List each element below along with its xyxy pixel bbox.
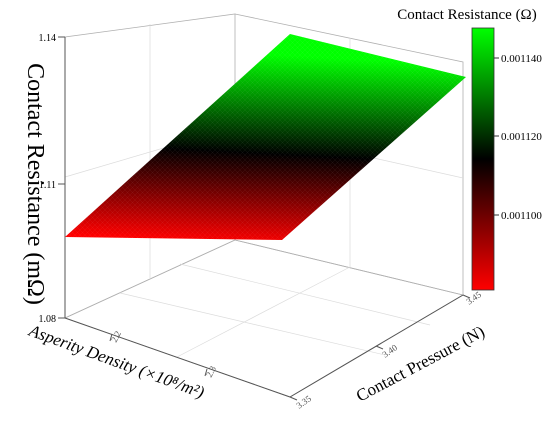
surface-mesh	[65, 34, 466, 240]
colorbar-tick-label: 0.001120	[501, 131, 542, 143]
surface	[65, 34, 466, 240]
colorbar-tick-label: 0.001140	[501, 53, 542, 65]
x-tick-label: 2.3	[204, 364, 218, 379]
x-axis-line	[64, 317, 291, 398]
y-axis-title: Contact Pressure (N)	[353, 322, 488, 406]
z-ticks: 1.14 1.11 1.08	[39, 33, 65, 325]
z-tick-label: 1.08	[39, 314, 57, 325]
z-tick-label: 1.11	[39, 180, 56, 191]
colorbar-tick-label: 0.001100	[501, 210, 542, 222]
colorbar-gradient	[471, 27, 495, 291]
x-ticks: 2.2 2.3	[109, 329, 218, 379]
y-tick-label: 3.45	[464, 289, 483, 307]
y-tick-label: 3.35	[294, 393, 313, 411]
y-tick-label: 3.40	[380, 342, 399, 360]
colorbar: Contact Resistance (Ω) 0.001140 0.001120…	[397, 7, 542, 291]
z-axis-title: Contact Resistance (mΩ)	[22, 63, 48, 305]
z-tick-label: 1.14	[39, 33, 57, 44]
colorbar-title: Contact Resistance (Ω)	[397, 7, 536, 23]
x-tick-label: 2.2	[109, 329, 123, 344]
